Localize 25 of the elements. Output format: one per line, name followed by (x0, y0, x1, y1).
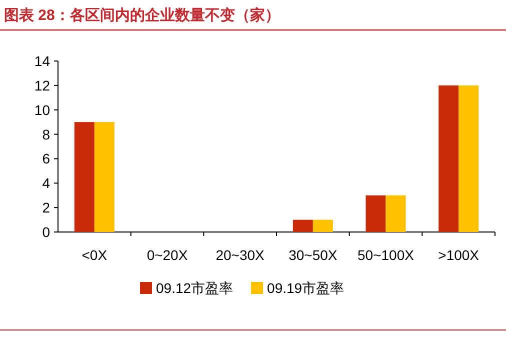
bar (94, 122, 114, 232)
x-tick-label: 0~20X (146, 247, 188, 263)
y-tick-label: 6 (42, 150, 50, 167)
x-tick-label: 30~50X (288, 247, 338, 263)
chart-title: 图表 28：各区间内的企业数量不变（家） (4, 6, 280, 24)
x-tick-label: <0X (82, 247, 108, 263)
y-tick-label: 10 (34, 102, 50, 118)
x-tick-label: 50~100X (358, 247, 415, 263)
bar (312, 220, 333, 232)
bar (366, 195, 386, 232)
x-tick-label: >100X (438, 247, 480, 263)
y-tick-label: 4 (42, 175, 50, 192)
bar (386, 195, 406, 232)
legend-label: 09.12市盈率 (156, 280, 234, 296)
y-tick-label: 0 (42, 224, 50, 240)
bar (458, 85, 479, 232)
y-tick-label: 8 (42, 126, 50, 142)
legend-label: 09.19市盈率 (267, 280, 344, 296)
bar (74, 122, 94, 232)
y-tick-label: 14 (34, 53, 50, 69)
y-tick-label: 2 (42, 200, 50, 216)
x-tick-label: 20~30X (216, 247, 266, 263)
y-tick-label: 12 (34, 77, 50, 94)
bar (292, 220, 313, 232)
bar (438, 85, 459, 232)
